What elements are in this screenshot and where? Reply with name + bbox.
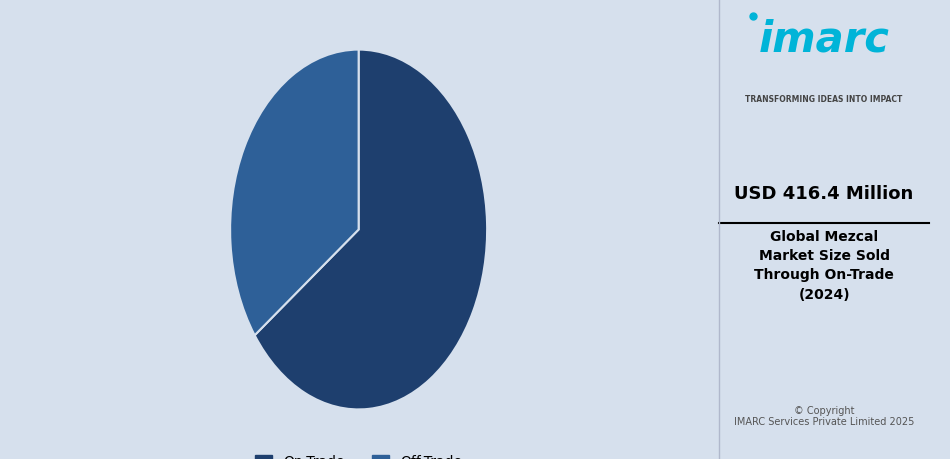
Text: USD 416.4 Million: USD 416.4 Million <box>734 185 914 202</box>
Text: imarc: imarc <box>759 18 889 60</box>
Text: Global Mezcal
Market Size Sold
Through On-Trade
(2024): Global Mezcal Market Size Sold Through O… <box>754 230 894 302</box>
Wedge shape <box>230 50 359 335</box>
Legend: On-Trade, Off-Trade: On-Trade, Off-Trade <box>250 449 467 459</box>
Text: © Copyright
IMARC Services Private Limited 2025: © Copyright IMARC Services Private Limit… <box>734 406 914 427</box>
Text: TRANSFORMING IDEAS INTO IMPACT: TRANSFORMING IDEAS INTO IMPACT <box>746 95 902 104</box>
Wedge shape <box>255 50 487 409</box>
